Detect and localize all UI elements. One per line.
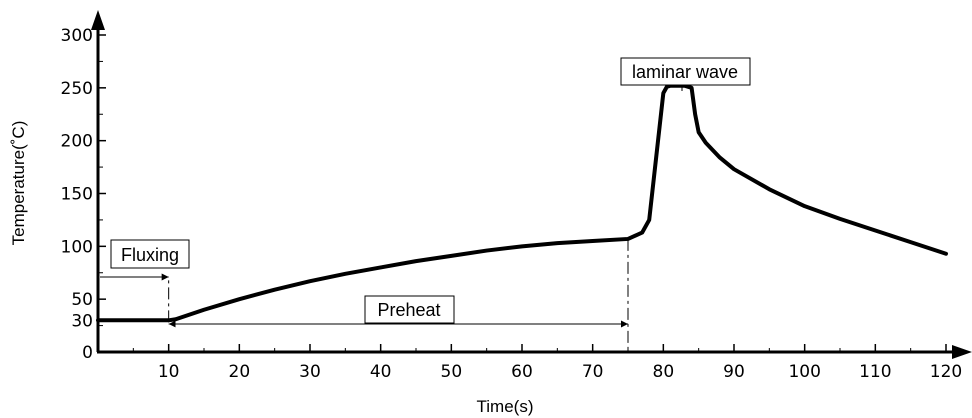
y-axis-arrowhead: [91, 10, 105, 30]
x-axis-title: Time(s): [477, 397, 534, 416]
y-tick-label: 300: [61, 26, 93, 46]
laminar-wave-label: laminar wave: [632, 62, 738, 82]
x-tick-label: 20: [229, 362, 251, 382]
x-tick-label: 80: [653, 362, 675, 382]
temperature-curve: [96, 83, 948, 323]
y-tick-label: 30: [71, 311, 93, 331]
preheat-label: Preheat: [377, 300, 440, 320]
x-tick-label: 50: [441, 362, 463, 382]
x-tick-label: 110: [859, 362, 891, 382]
laminar-wave-label-box: [620, 57, 751, 86]
fluxing-label: Fluxing: [121, 245, 179, 265]
y-axis-title: Temperature(˚C): [9, 121, 28, 246]
stage-guides: [100, 85, 683, 352]
y-tick-label: 50: [71, 290, 93, 310]
x-tick-label: 40: [370, 362, 392, 382]
x-tick-label: 10: [158, 362, 180, 382]
x-tick-label: 30: [299, 362, 321, 382]
x-tick-label: 90: [723, 362, 745, 382]
preheat-label-box: [364, 295, 455, 324]
series-group: [96, 83, 948, 323]
x-tick-label: 100: [788, 362, 820, 382]
y-tick-label: 100: [61, 237, 93, 257]
y-tick-label: 200: [61, 132, 93, 152]
y-tick-label: 150: [61, 185, 93, 205]
x-ticks: 10 20 30 40 50 60 70 80 90 100 110 120: [132, 344, 962, 382]
axes: [91, 10, 972, 359]
fluxing-label-box: [110, 239, 190, 269]
y-tick-label: 0: [82, 343, 93, 363]
y-tick-label: 250: [61, 79, 93, 99]
x-tick-label: 120: [930, 362, 962, 382]
x-tick-label: 60: [511, 362, 533, 382]
x-tick-label: 70: [582, 362, 604, 382]
stage-labels: Fluxing Preheat laminar wave: [110, 57, 751, 324]
x-axis-arrowhead: [952, 345, 972, 359]
